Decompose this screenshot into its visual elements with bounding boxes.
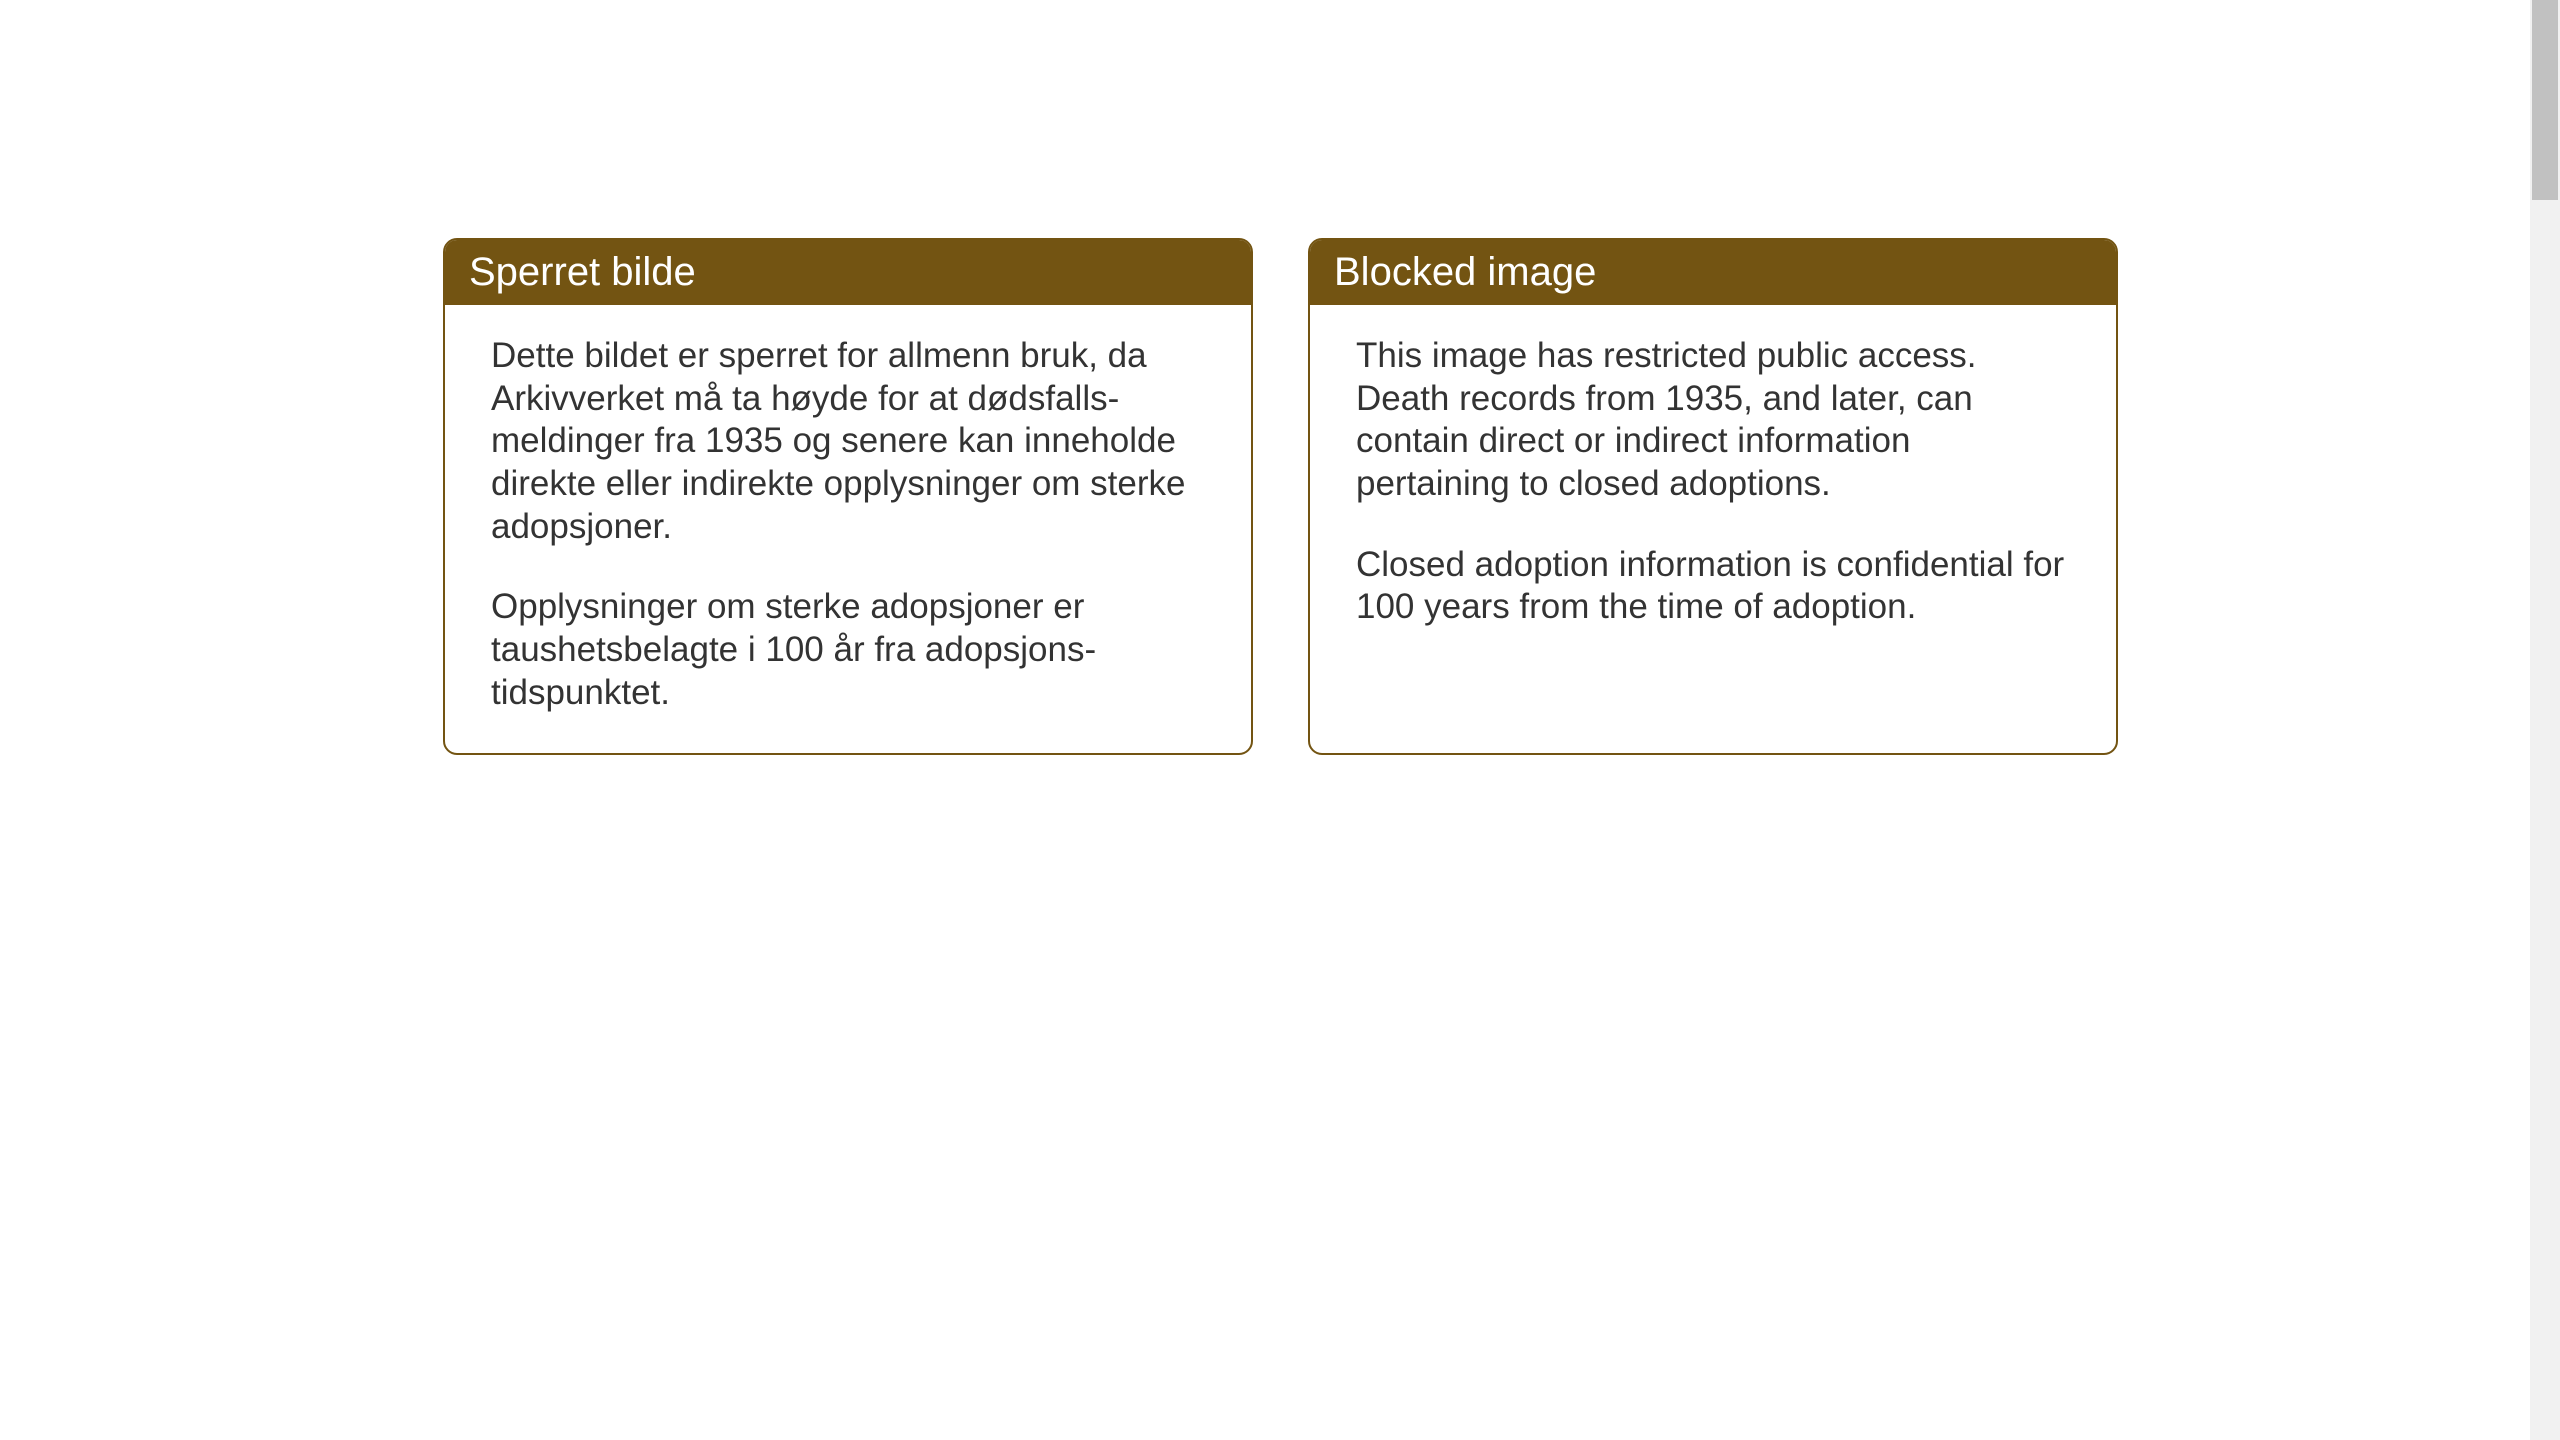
english-card: Blocked image This image has restricted …: [1308, 238, 2118, 755]
norwegian-paragraph-2: Opplysninger om sterke adopsjoner er tau…: [491, 586, 1205, 714]
vertical-scrollbar[interactable]: [2530, 0, 2560, 1440]
cards-container: Sperret bilde Dette bildet er sperret fo…: [443, 238, 2118, 755]
norwegian-card: Sperret bilde Dette bildet er sperret fo…: [443, 238, 1253, 755]
english-paragraph-1: This image has restricted public access.…: [1356, 335, 2070, 506]
english-card-header: Blocked image: [1310, 240, 2116, 305]
norwegian-paragraph-1: Dette bildet er sperret for allmenn bruk…: [491, 335, 1205, 548]
norwegian-card-body: Dette bildet er sperret for allmenn bruk…: [445, 305, 1251, 753]
scrollbar-thumb[interactable]: [2532, 0, 2558, 200]
norwegian-card-header: Sperret bilde: [445, 240, 1251, 305]
norwegian-card-title: Sperret bilde: [469, 250, 696, 294]
english-card-body: This image has restricted public access.…: [1310, 305, 2116, 667]
english-paragraph-2: Closed adoption information is confident…: [1356, 544, 2070, 629]
english-card-title: Blocked image: [1334, 250, 1596, 294]
